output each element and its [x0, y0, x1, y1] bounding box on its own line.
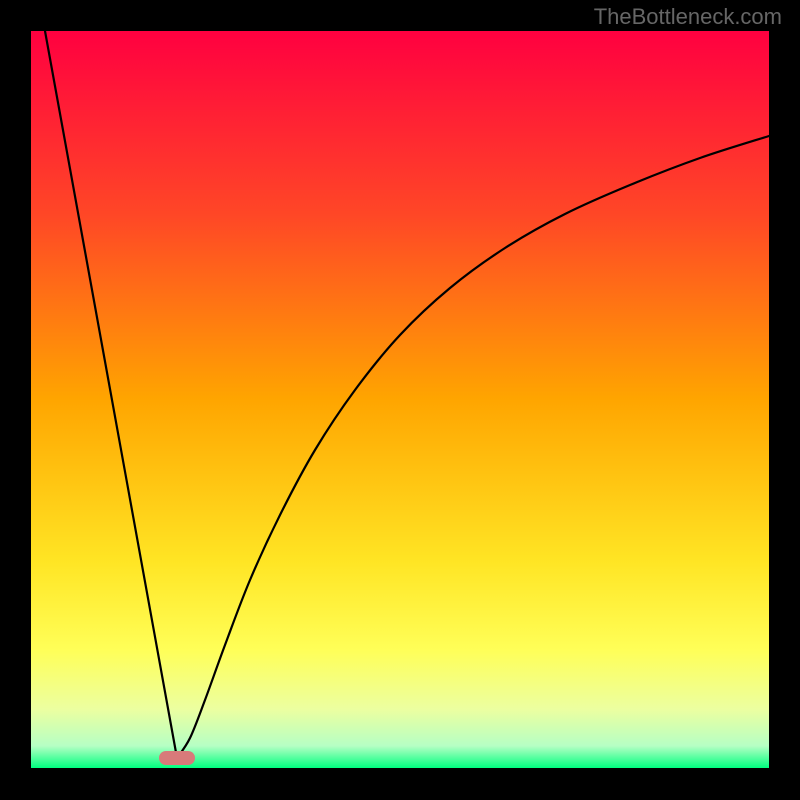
- bottleneck-curve: [31, 31, 769, 768]
- watermark-text: TheBottleneck.com: [594, 4, 782, 30]
- chart-container: TheBottleneck.com: [0, 0, 800, 800]
- plot-area: [31, 31, 769, 768]
- optimal-marker: [159, 751, 195, 765]
